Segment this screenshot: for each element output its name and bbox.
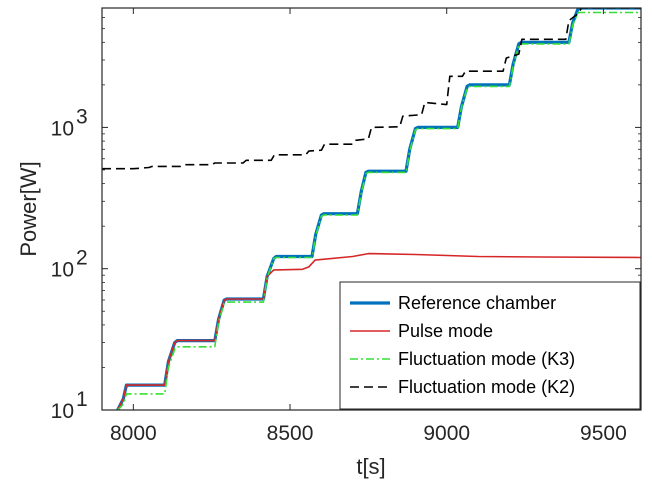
legend-label: Pulse mode: [398, 321, 493, 341]
y-tick-label: 10: [51, 259, 74, 282]
y-tick-label-exponent: 3: [76, 105, 88, 128]
y-tick-label-exponent: 1: [76, 388, 88, 411]
series-line-fluctuation-mode-k2: [102, 8, 641, 170]
plot-lines: [102, 8, 641, 410]
x-tick-label: 9500: [580, 422, 627, 445]
series-line-fluctuation-mode-k3: [117, 11, 641, 410]
y-tick-label: 10: [51, 400, 74, 423]
x-axis-label: t[s]: [356, 454, 385, 479]
y-tick-label: 10: [51, 117, 74, 140]
x-tick-label: 8500: [267, 422, 314, 445]
x-tick-label: 9000: [423, 422, 470, 445]
plot-frame: [101, 7, 642, 411]
y-tick-label-exponent: 2: [76, 247, 88, 270]
legend-label: Fluctuation mode (K3): [398, 349, 575, 369]
x-tick-label: 8000: [110, 422, 157, 445]
y-axis-label: Power[W]: [16, 161, 41, 256]
legend-label: Reference chamber: [398, 293, 556, 313]
legend-label: Fluctuation mode (K2): [398, 377, 575, 397]
legend: Reference chamber Pulse mode Fluctuation m…: [339, 281, 641, 410]
